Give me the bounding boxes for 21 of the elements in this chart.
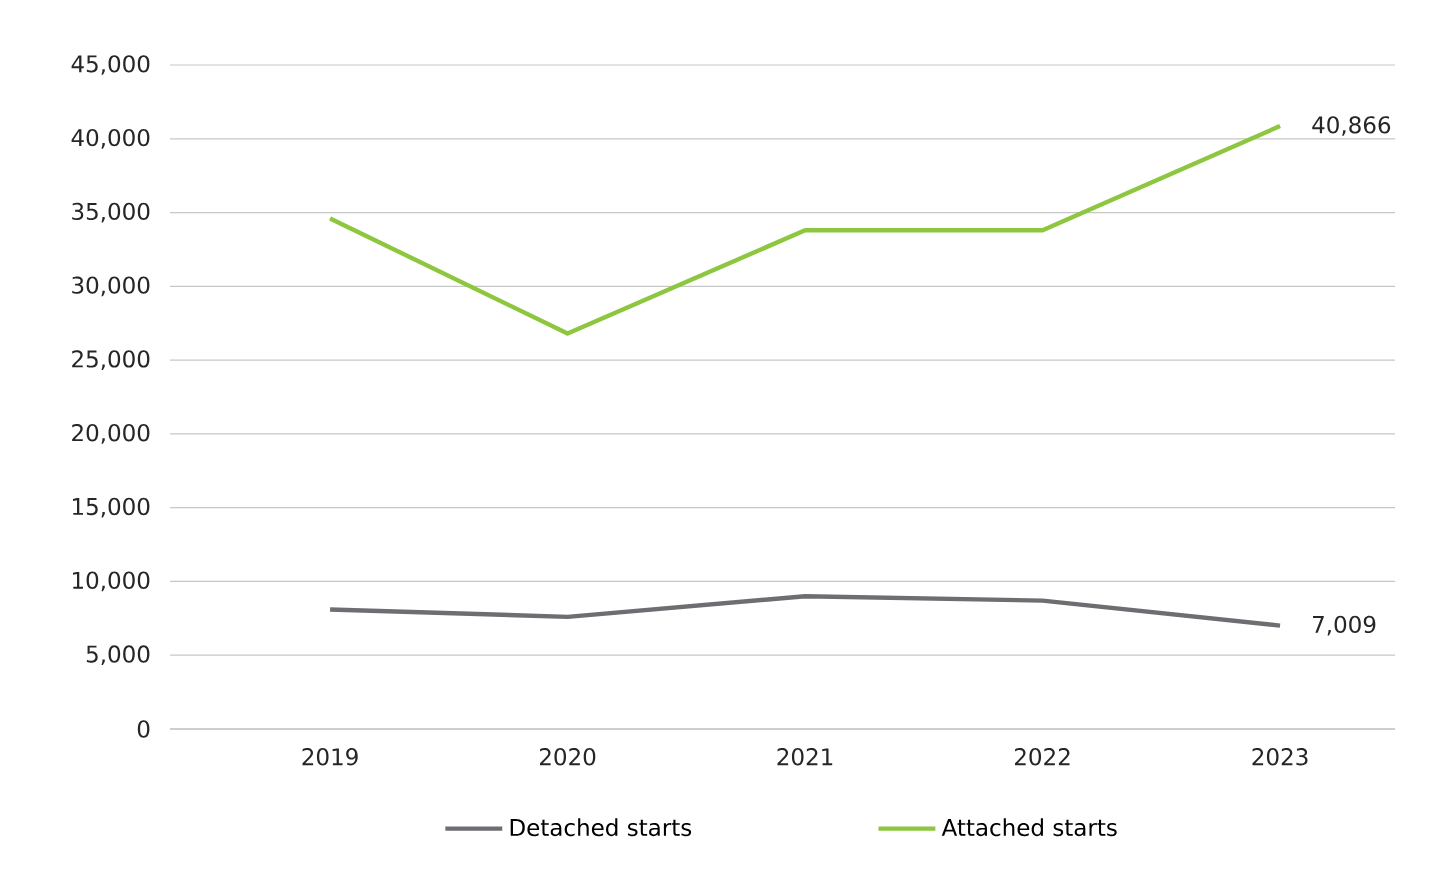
y-tick-label: 15,000 — [73, 497, 150, 518]
x-tick-label: 2019 — [302, 748, 358, 766]
line-series — [327, 123, 1283, 336]
y-tick-label: 5,000 — [86, 645, 150, 666]
y-tick-label: 0 — [137, 720, 150, 738]
y-tick-label: 45,000 — [71, 55, 150, 75]
line-series — [327, 594, 1283, 628]
legend-label: Attached starts — [941, 818, 1117, 837]
legend-label: Detached starts — [510, 818, 692, 837]
y-tick-label: 25,000 — [72, 350, 150, 370]
data-label: 7,009 — [1313, 615, 1376, 636]
data-label: 40,866 — [1312, 116, 1391, 136]
y-tick-label: 30,000 — [72, 276, 150, 297]
y-tick-label: 10,000 — [73, 571, 150, 592]
x-tick-label: 2023 — [1252, 748, 1308, 766]
x-tick-label: 2020 — [540, 748, 596, 766]
y-tick-label: 35,000 — [72, 202, 150, 223]
y-tick-label: 40,000 — [71, 128, 150, 149]
x-tick-label: 2021 — [777, 748, 833, 766]
y-tick-label: 20,000 — [72, 424, 150, 444]
x-tick-label: 2022 — [1015, 748, 1070, 766]
